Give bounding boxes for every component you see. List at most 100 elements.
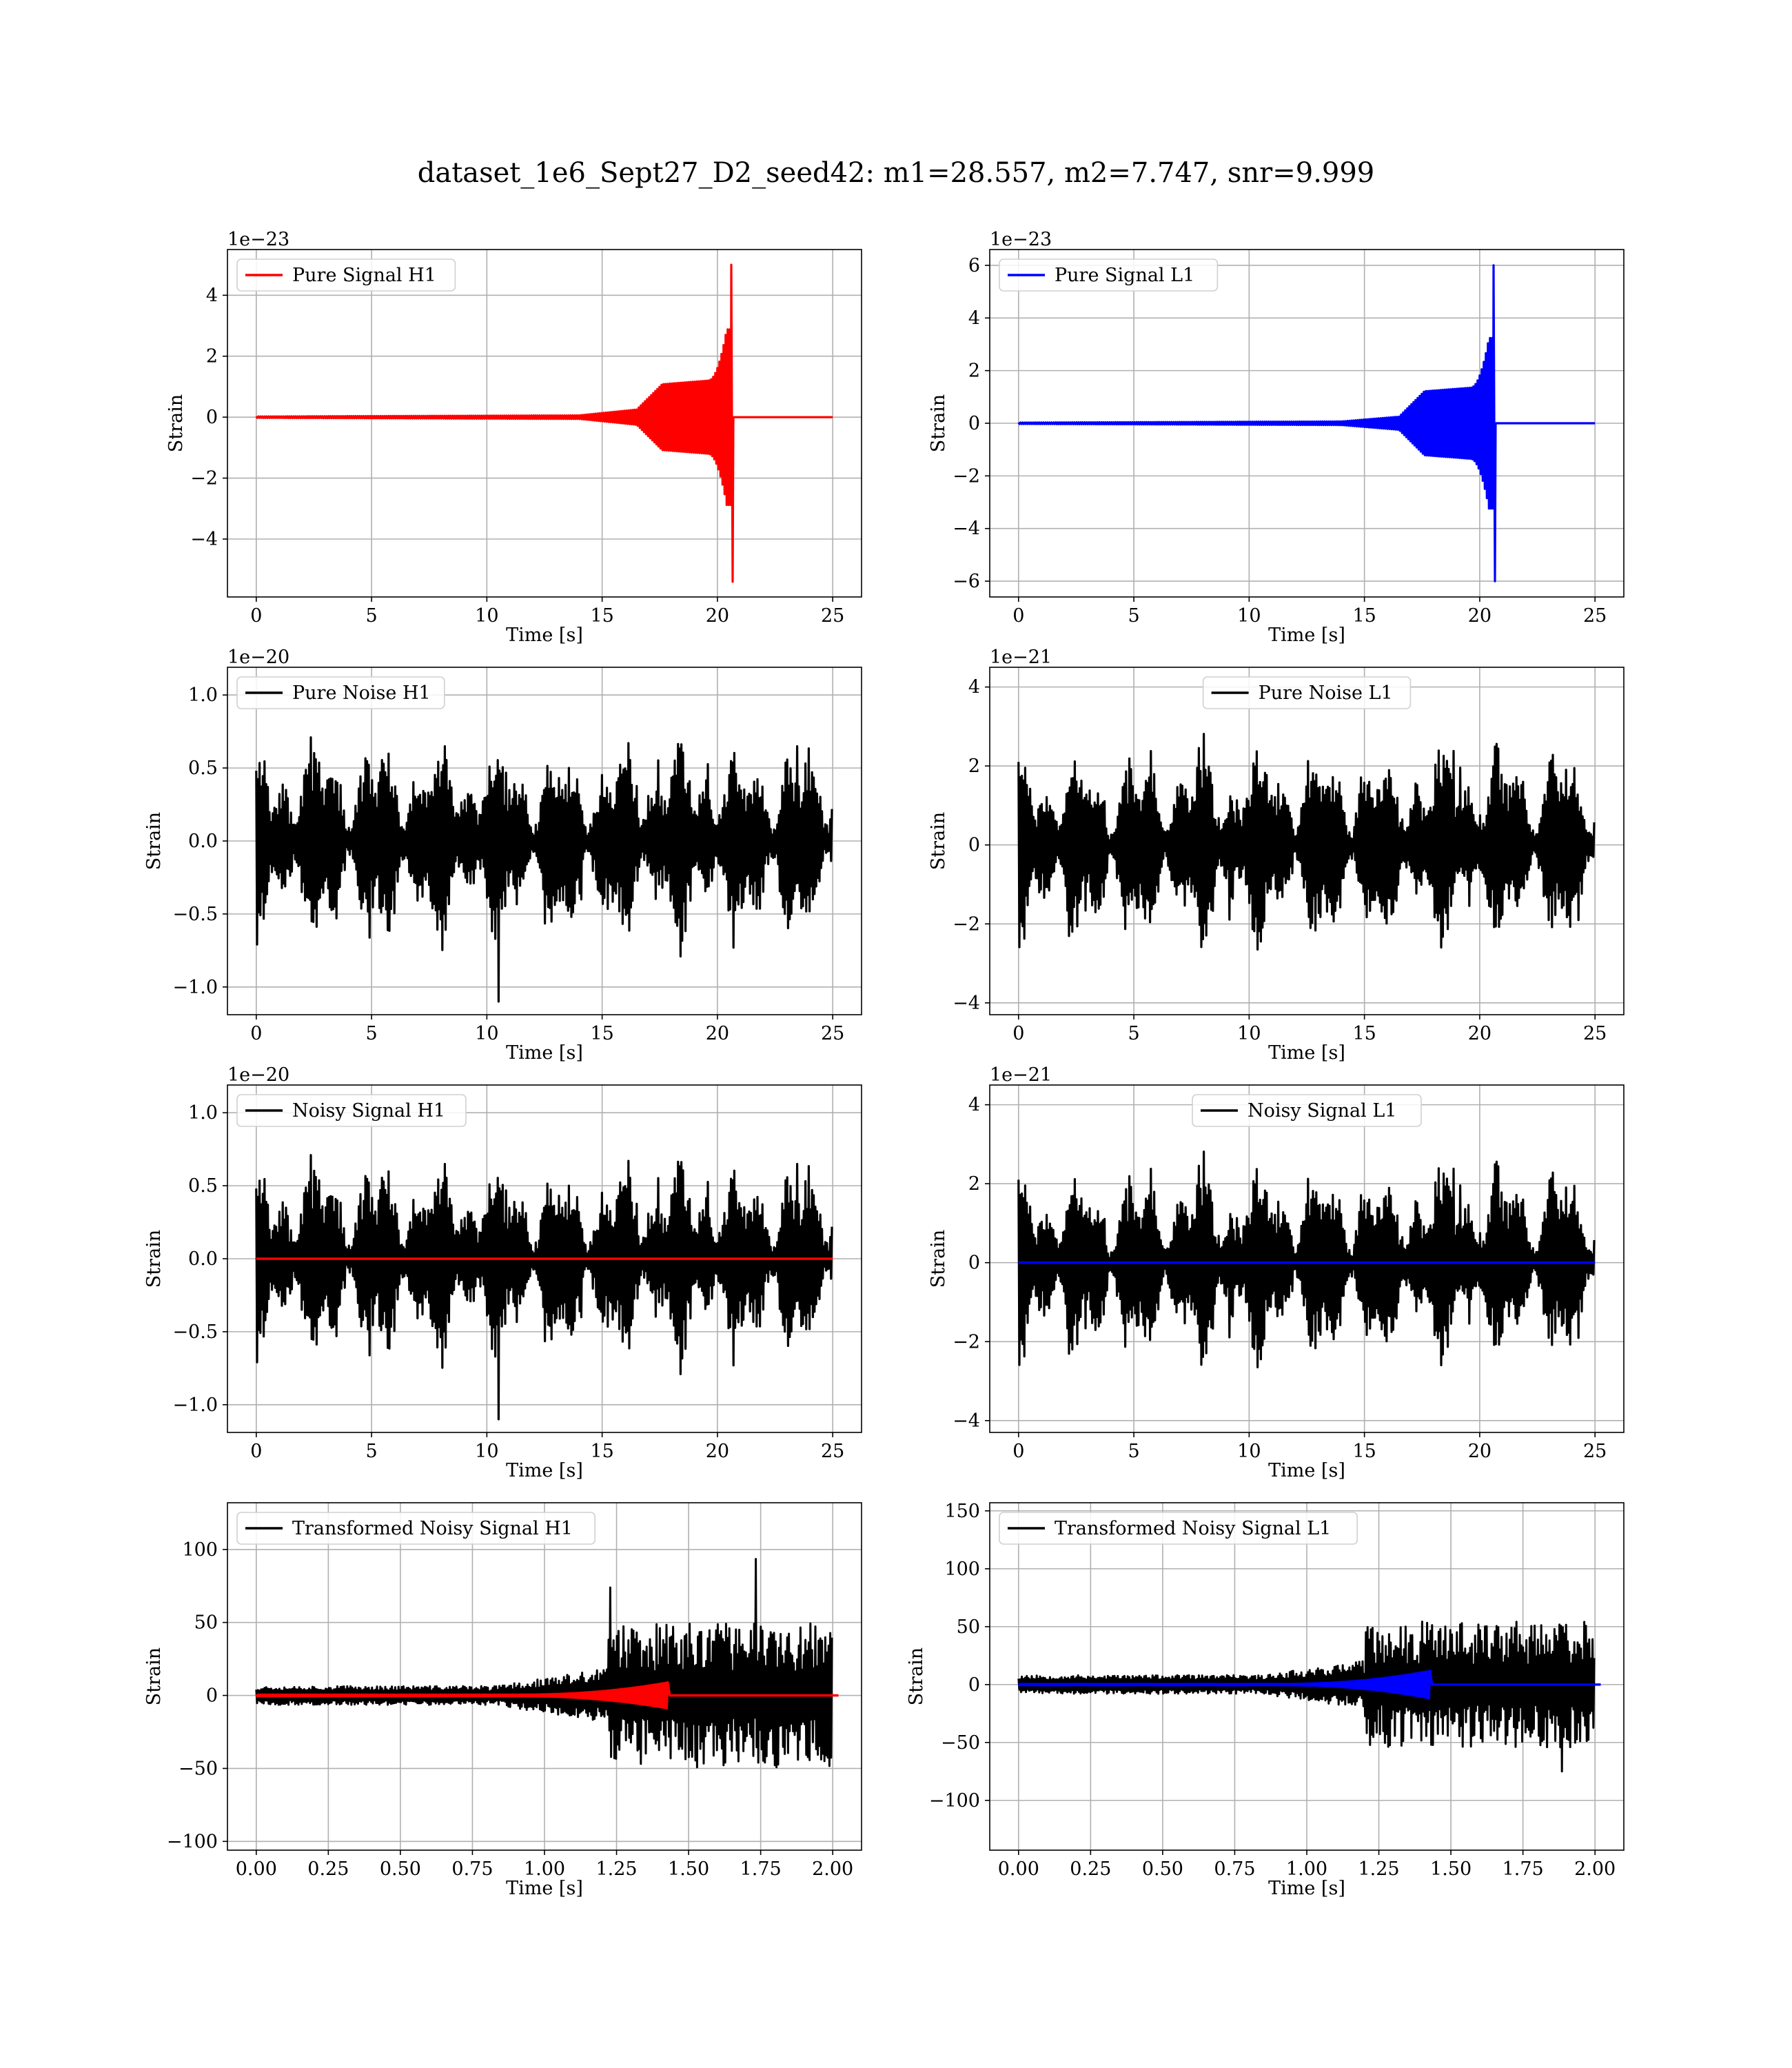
x-axis-label: Time [s] [1268, 1042, 1345, 1064]
x-axis-label: Time [s] [506, 1878, 583, 1899]
subplot-1: 0 5 10 15 20 25 −4 −2 0 2 4 Time [s] Strain 1e−23Pure… [165, 229, 862, 646]
y-tick-label: 0 [206, 1685, 218, 1707]
x-tick-label: 1.00 [524, 1858, 565, 1880]
x-tick-label: 0 [1012, 605, 1024, 627]
x-tick-label: 10 [475, 605, 498, 627]
series-overlay-2 [1017, 1670, 1601, 1700]
legend-label: Noisy Signal H1 [292, 1100, 445, 1122]
x-tick-label: 10 [1237, 1023, 1261, 1044]
y-offset-label: 1e−21 [990, 647, 1052, 668]
x-tick-label: 25 [1583, 605, 1607, 627]
x-tick-label: 20 [1468, 1023, 1491, 1044]
x-tick-label: 1.25 [1358, 1858, 1399, 1880]
x-tick-label: 25 [821, 1023, 844, 1044]
x-tick-label: 0.75 [1214, 1858, 1255, 1880]
y-tick-label: −2 [953, 1331, 980, 1352]
legend-label: Pure Signal H1 [292, 265, 436, 286]
y-tick-label: −6 [953, 571, 980, 592]
y-tick-label: 4 [968, 677, 980, 698]
x-tick-label: 5 [365, 1023, 377, 1044]
y-axis-label: Strain [928, 1230, 949, 1288]
y-tick-label: 150 [944, 1501, 980, 1522]
legend-box [999, 1512, 1358, 1545]
x-tick-label: 15 [590, 1023, 613, 1044]
x-tick-label: 0.50 [380, 1858, 421, 1880]
legend-box [236, 258, 456, 292]
axes-frame [989, 1084, 1625, 1433]
legend-box [1202, 676, 1412, 709]
x-tick-label: 0 [1012, 1023, 1024, 1044]
x-tick-label: 10 [475, 1023, 498, 1044]
y-tick-label: −2 [190, 468, 218, 489]
x-tick-label: 20 [706, 605, 729, 627]
y-tick-label: −0.5 [172, 904, 218, 925]
x-tick-label: 10 [475, 1441, 498, 1462]
y-tick-label: 2 [968, 756, 980, 777]
series-noisy-signal-h1 [255, 1154, 833, 1421]
x-tick-label: 25 [821, 1441, 844, 1462]
x-axis-label: Time [s] [1268, 1878, 1345, 1899]
y-tick-label: 100 [182, 1539, 218, 1561]
y-tick-label: 0 [968, 1253, 980, 1274]
legend-label: Transformed Noisy Signal H1 [292, 1518, 573, 1539]
y-tick-label: 0.5 [188, 758, 218, 779]
x-tick-label: 5 [365, 605, 377, 627]
x-tick-label: 5 [1128, 605, 1139, 627]
y-tick-label: −100 [167, 1831, 218, 1852]
x-tick-label: 0 [250, 1023, 262, 1044]
axes-frame [227, 249, 862, 598]
y-offset-label: 1e−23 [227, 229, 289, 250]
y-tick-label: 4 [968, 1095, 980, 1116]
x-tick-label: 0 [250, 605, 262, 627]
x-tick-label: 20 [706, 1441, 729, 1462]
x-tick-label: 20 [1468, 1441, 1491, 1462]
legend-label: Pure Noise H1 [292, 682, 431, 704]
y-offset-label: 1e−23 [990, 229, 1052, 250]
y-tick-label: 0.0 [188, 1248, 218, 1270]
x-tick-label: 10 [1237, 605, 1261, 627]
x-tick-label: 15 [1352, 1023, 1376, 1044]
y-tick-label: 50 [194, 1612, 218, 1634]
y-axis-label: Strain [143, 1230, 165, 1288]
subplot-3: 0 5 10 15 20 25 −1.0 −0.5 0.0 0.5 1.0 Time [s] Strai… [143, 647, 862, 1064]
y-axis-label: Strain [165, 394, 187, 452]
y-tick-label: −4 [953, 518, 980, 540]
series-overlay-2 [255, 1681, 839, 1710]
series-transformed-noisy-signal-h1 [255, 1558, 833, 1769]
x-tick-label: 1.75 [740, 1858, 782, 1880]
x-tick-label: 1.00 [1286, 1858, 1327, 1880]
x-tick-label: 25 [1583, 1023, 1607, 1044]
series-pure-noise-l1 [1017, 733, 1596, 951]
y-tick-label: 1.0 [188, 685, 218, 706]
y-offset-label: 1e−20 [227, 647, 289, 668]
y-tick-label: 4 [968, 307, 980, 329]
y-axis-label: Strain [928, 394, 949, 452]
x-tick-label: 0.25 [307, 1858, 349, 1880]
x-tick-label: 0.00 [236, 1858, 277, 1880]
y-tick-label: −1.0 [172, 977, 218, 998]
y-offset-label: 1e−20 [227, 1064, 289, 1086]
subplot-2: 0 5 10 15 20 25 −6 −4 −2 0 2 4 6 Time [s] Strain 1e−23P… [928, 229, 1625, 646]
y-tick-label: −0.5 [172, 1321, 218, 1343]
x-tick-label: 20 [1468, 605, 1491, 627]
y-tick-label: 2 [206, 346, 218, 367]
x-tick-label: 1.75 [1503, 1858, 1544, 1880]
legend-box [999, 258, 1219, 292]
subplot-5: 0 5 10 15 20 25 −1.0 −0.5 0.0 0.5 1.0 Time [s] Strai… [143, 1064, 862, 1481]
x-tick-label: 1.25 [595, 1858, 637, 1880]
x-tick-label: 0 [1012, 1441, 1024, 1462]
x-tick-label: 2.00 [812, 1858, 853, 1880]
x-tick-label: 1.50 [1430, 1858, 1472, 1880]
y-axis-label: Strain [143, 812, 165, 870]
x-axis-label: Time [s] [506, 1042, 583, 1064]
x-tick-label: 15 [590, 605, 613, 627]
x-tick-label: 15 [1352, 605, 1376, 627]
y-tick-label: 2 [968, 1173, 980, 1195]
x-tick-label: 5 [1128, 1023, 1139, 1044]
x-tick-label: 25 [821, 605, 844, 627]
x-tick-label: 25 [1583, 1441, 1607, 1462]
x-tick-label: 15 [590, 1441, 613, 1462]
y-tick-label: −2 [953, 913, 980, 935]
y-tick-label: 0 [968, 1674, 980, 1696]
subplot-7: 0.00 0.25 0.50 0.75 1.00 1.25 1.50 1.75 2.00 −100… [143, 1502, 862, 1899]
